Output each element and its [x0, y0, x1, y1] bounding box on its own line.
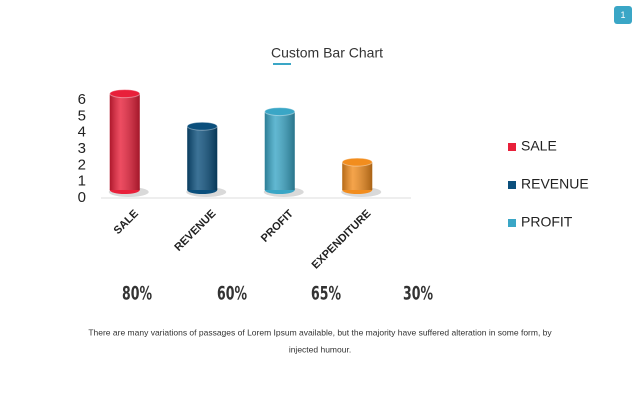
chart-title: Custom Bar Chart — [271, 45, 383, 61]
bar-shade — [109, 93, 140, 190]
x-tick-label: PROFIT — [259, 208, 296, 245]
caption-line: injected humour. — [289, 344, 351, 354]
bar-top — [109, 89, 141, 99]
caption-line: There are many variations of passages of… — [88, 327, 552, 337]
y-tick-label: 2 — [78, 156, 86, 173]
y-tick-label: 5 — [78, 107, 86, 124]
bar-top — [341, 157, 373, 167]
badge-bg — [614, 6, 632, 24]
legend-swatch — [508, 143, 516, 151]
x-tick-label: SALE — [112, 208, 141, 237]
x-tick-label: REVENUE — [172, 208, 218, 254]
y-tick-label: 6 — [78, 91, 86, 108]
y-tick-label: 0 — [78, 189, 86, 206]
legend-label: SALE — [521, 138, 557, 154]
bar-shade — [187, 126, 218, 190]
percent-label: 65% — [311, 283, 341, 305]
legend-label: REVENUE — [521, 176, 589, 192]
legend-label: PROFIT — [521, 214, 573, 230]
percent-label: 80% — [122, 283, 152, 305]
bar-shade — [264, 111, 295, 190]
bar-top — [186, 121, 218, 131]
percent-label: 60% — [217, 283, 247, 305]
badge: 1 — [620, 10, 625, 20]
percent-label: 30% — [403, 283, 433, 305]
legend-swatch — [508, 181, 516, 189]
y-tick-label: 3 — [78, 140, 86, 157]
legend-swatch — [508, 219, 516, 227]
bar-shade — [342, 162, 373, 190]
x-tick-label: EXPENDITURE — [310, 208, 374, 272]
y-tick-label: 1 — [78, 173, 86, 190]
y-tick-label: 4 — [78, 124, 86, 141]
bar-top — [264, 107, 296, 117]
